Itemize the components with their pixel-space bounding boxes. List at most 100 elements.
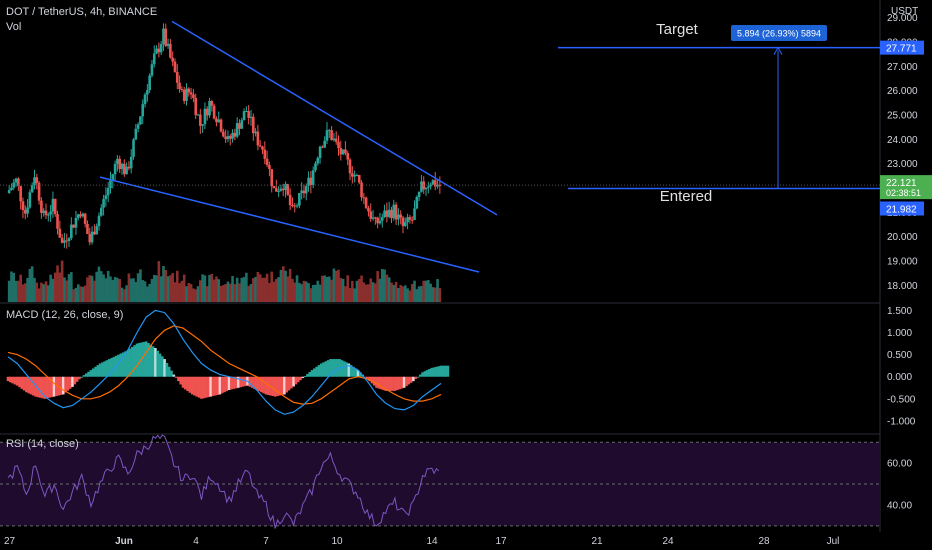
candle-body bbox=[318, 146, 322, 158]
macd-histogram-bar bbox=[273, 376, 277, 397]
candle-body bbox=[314, 163, 317, 171]
macd-histogram-bar bbox=[68, 376, 72, 389]
candle-body bbox=[268, 165, 271, 170]
candle-body bbox=[413, 208, 416, 220]
volume-bar bbox=[139, 269, 142, 302]
currency-label: USDT bbox=[891, 6, 919, 17]
macd-histogram-bar bbox=[149, 344, 153, 377]
macd-histogram-bar bbox=[237, 376, 240, 388]
volume-bar bbox=[321, 275, 324, 302]
macd-histogram-bar bbox=[372, 376, 376, 386]
macd-histogram-bar bbox=[82, 375, 86, 377]
candle-body bbox=[47, 214, 50, 216]
volume-bar bbox=[399, 285, 402, 302]
candle-body bbox=[139, 116, 142, 125]
macd-histogram-bar bbox=[230, 376, 233, 390]
volume-bar bbox=[30, 266, 34, 302]
candle-body bbox=[53, 198, 57, 215]
volume-bar bbox=[406, 288, 409, 302]
candle-body bbox=[106, 188, 110, 196]
macd-histogram-bar bbox=[303, 376, 307, 378]
volume-bar bbox=[288, 268, 292, 302]
volume-bar bbox=[116, 277, 119, 302]
macd-histogram-bar bbox=[266, 376, 270, 395]
candle-body bbox=[81, 213, 85, 217]
volume-bar bbox=[37, 288, 41, 302]
candle-body bbox=[141, 104, 145, 117]
candle-body bbox=[404, 222, 407, 227]
macd-histogram-bar bbox=[317, 365, 321, 377]
candle-body bbox=[438, 184, 442, 186]
macd-legend: MACD (12, 26, close, 9) bbox=[6, 309, 124, 321]
volume-bar bbox=[263, 277, 267, 302]
candle-body bbox=[242, 111, 246, 121]
macd-histogram-bar bbox=[359, 372, 362, 377]
upper-trendline bbox=[171, 20, 498, 216]
macd-histogram-bar bbox=[326, 360, 330, 377]
candle-body bbox=[233, 132, 237, 137]
volume-bar bbox=[208, 274, 211, 302]
volume-bar bbox=[23, 283, 27, 302]
candle-body bbox=[90, 231, 94, 243]
price-tick-label: 26.000 bbox=[887, 86, 918, 97]
macd-histogram-bar bbox=[38, 376, 42, 398]
macd-histogram-bar bbox=[200, 376, 203, 399]
macd-histogram-bar bbox=[167, 366, 171, 377]
macd-histogram-bar bbox=[423, 371, 427, 377]
candle-body bbox=[88, 234, 92, 243]
volume-bar bbox=[318, 284, 322, 302]
volume-bar bbox=[83, 285, 87, 302]
macd-histogram-bar bbox=[101, 362, 104, 377]
volume-bar bbox=[199, 280, 202, 302]
volume-bar bbox=[111, 279, 115, 302]
volume-bar bbox=[35, 282, 39, 302]
macd-histogram-bar bbox=[55, 376, 58, 397]
candle-body bbox=[374, 217, 377, 219]
candle-body bbox=[325, 130, 329, 141]
candle-body bbox=[182, 89, 186, 101]
macd-histogram-bar bbox=[188, 376, 192, 393]
macd-histogram-bar bbox=[342, 361, 346, 377]
macd-histogram-bar bbox=[34, 376, 37, 397]
volume-bar bbox=[364, 284, 368, 302]
candle-body bbox=[148, 75, 151, 91]
volume-bar bbox=[187, 282, 191, 302]
volume-bar bbox=[332, 268, 336, 302]
macd-histogram-bar bbox=[331, 359, 335, 377]
candle-body bbox=[321, 146, 324, 148]
volume-bar bbox=[420, 286, 423, 302]
price-tick-label: 29.000 bbox=[887, 13, 918, 24]
macd-histogram-bar bbox=[400, 376, 404, 389]
candle-body bbox=[351, 173, 354, 177]
macd-histogram-bar bbox=[354, 368, 358, 377]
macd-histogram-bar bbox=[202, 376, 206, 399]
macd-histogram-bar bbox=[437, 366, 440, 377]
price-tick-label: 20.000 bbox=[887, 232, 918, 243]
candle-body bbox=[60, 237, 64, 243]
volume-bar bbox=[357, 279, 361, 302]
candle-body bbox=[210, 100, 214, 106]
candle-body bbox=[171, 57, 174, 62]
macd-histogram-bar bbox=[75, 376, 79, 382]
macd-histogram-bar bbox=[108, 359, 111, 377]
macd-histogram-bar bbox=[6, 376, 10, 382]
macd-histogram-bar bbox=[421, 372, 424, 377]
volume-bar bbox=[242, 277, 246, 302]
candle-body bbox=[367, 208, 370, 212]
candle-body bbox=[99, 207, 103, 216]
volume-bar bbox=[192, 288, 195, 302]
candle-body bbox=[28, 192, 32, 208]
macd-histogram-bar bbox=[147, 343, 150, 377]
macd-histogram-bar bbox=[25, 376, 28, 393]
volume-bar bbox=[258, 274, 262, 302]
candle-body bbox=[344, 149, 347, 154]
volume-bar bbox=[330, 279, 333, 302]
macd-histogram-bar bbox=[89, 370, 93, 377]
candle-body bbox=[56, 214, 59, 229]
candle-body bbox=[185, 88, 188, 101]
candle-body bbox=[109, 180, 112, 189]
price-tick-label: 18.000 bbox=[887, 281, 918, 292]
volume-bar bbox=[238, 283, 241, 302]
candle-body bbox=[132, 139, 135, 157]
